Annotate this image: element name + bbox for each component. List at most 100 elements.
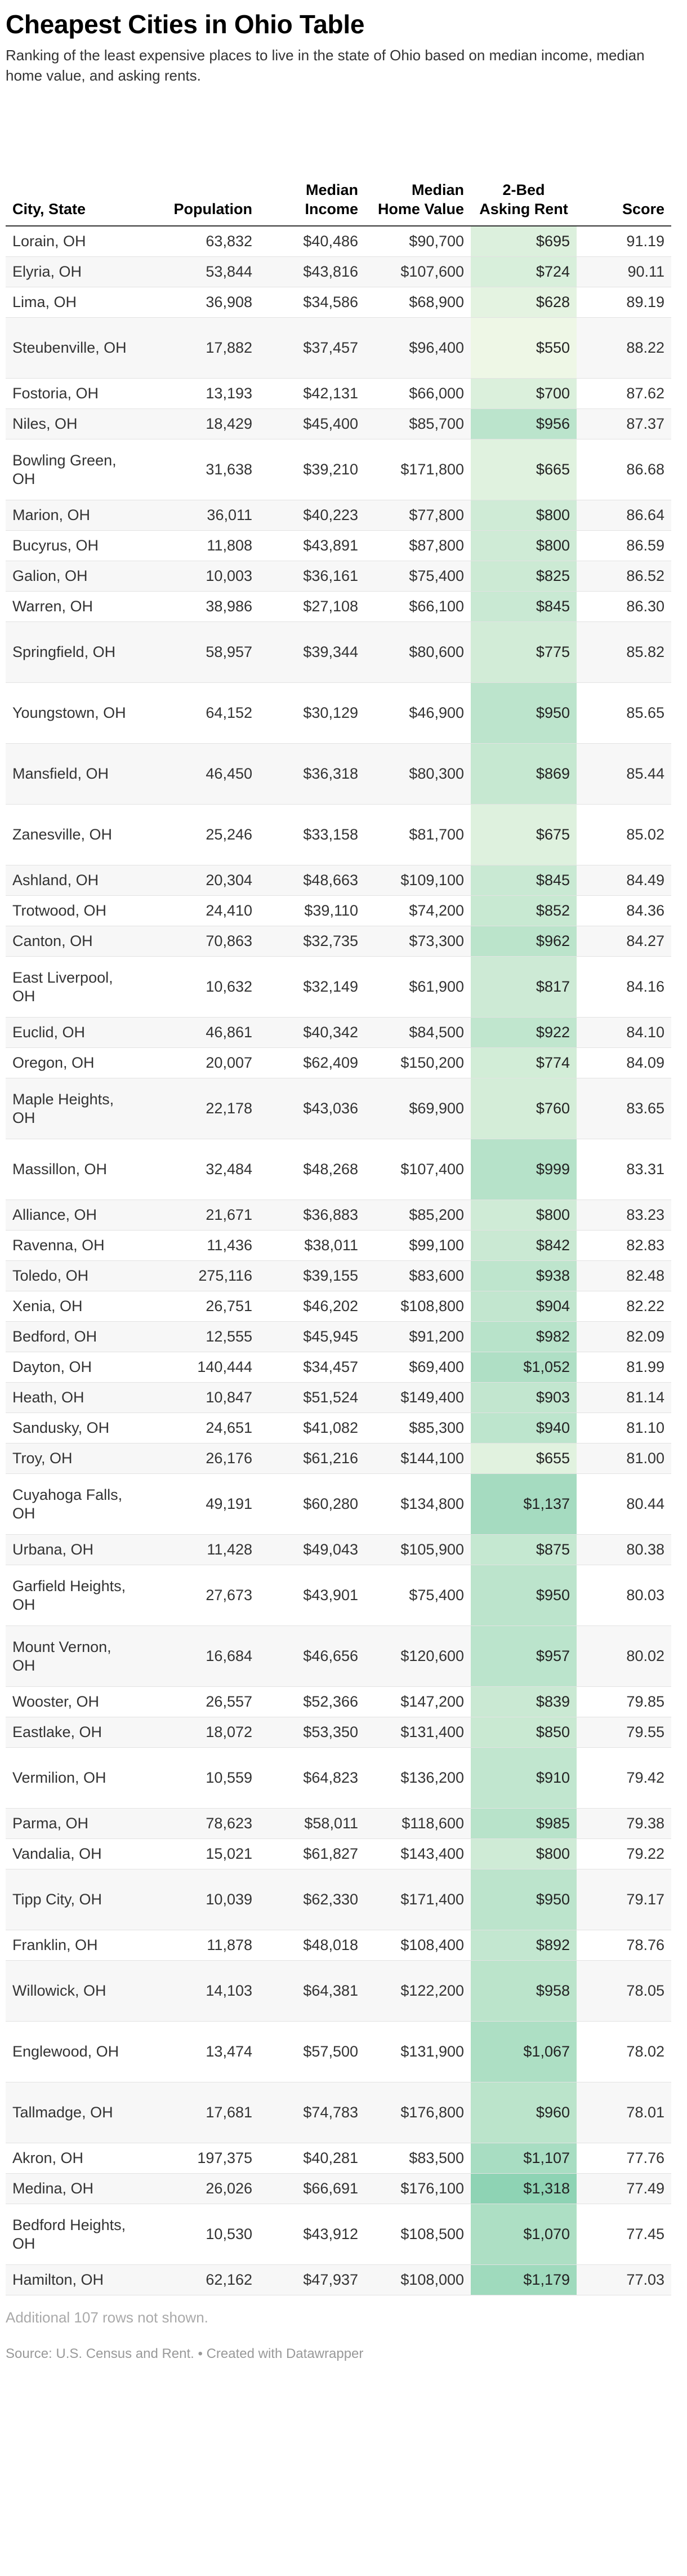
cell-population: 26,026 (144, 2173, 259, 2204)
table-row: Fostoria, OH 13,193 $42,131 $66,000 $700 87.6… (6, 378, 671, 409)
cell-median-income: $32,149 (259, 956, 365, 1018)
cell-population: 22,178 (144, 1078, 259, 1139)
cell-score: 80.38 (577, 1534, 671, 1565)
cell-asking-rent: $958 (471, 1960, 577, 2022)
cell-asking-rent: $950 (471, 1869, 577, 1930)
column-header-population[interactable]: Population (144, 119, 259, 226)
cell-median-home-value: $80,600 (365, 621, 471, 683)
cell-median-home-value: $143,400 (365, 1838, 471, 1869)
cell-asking-rent: $938 (471, 1260, 577, 1291)
cell-city: Troy, OH (6, 1443, 144, 1474)
cell-score: 78.05 (577, 1960, 671, 2022)
cell-median-income: $58,011 (259, 1808, 365, 1839)
cell-city: Mansfield, OH (6, 743, 144, 805)
rows-hidden-note: Additional 107 rows not shown. (6, 2309, 208, 2326)
cell-median-home-value: $108,500 (365, 2204, 471, 2265)
cell-median-home-value: $147,200 (365, 1686, 471, 1717)
cell-median-home-value: $85,200 (365, 1200, 471, 1231)
cell-asking-rent: $1,070 (471, 2204, 577, 2265)
source-line: Source: U.S. Census and Rent. • Created … (6, 2346, 364, 2361)
cell-city: Eastlake, OH (6, 1717, 144, 1748)
cell-median-home-value: $149,400 (365, 1382, 471, 1413)
table-row: Oregon, OH 20,007 $62,409 $150,200 $774 84.09 (6, 1047, 671, 1078)
table-row: Eastlake, OH 18,072 $53,350 $131,400 $850 79.… (6, 1717, 671, 1748)
cell-city: Bedford Heights, OH (6, 2204, 144, 2265)
cell-score: 84.09 (577, 1047, 671, 1078)
cell-score: 81.00 (577, 1443, 671, 1474)
cell-asking-rent: $700 (471, 378, 577, 409)
cell-city: Trotwood, OH (6, 895, 144, 926)
cell-population: 17,681 (144, 2082, 259, 2143)
cell-city: Englewood, OH (6, 2021, 144, 2082)
table-row: Vermilion, OH 10,559 $64,823 $136,200 $910 79… (6, 1747, 671, 1809)
cell-city: Garfield Heights, OH (6, 1565, 144, 1626)
table-row: Troy, OH 26,176 $61,216 $144,100 $655 81.00 (6, 1443, 671, 1474)
column-header-median-income[interactable]: Median Income (259, 119, 365, 226)
cell-asking-rent: $800 (471, 530, 577, 561)
cell-population: 275,116 (144, 1260, 259, 1291)
table-row: Bowling Green, OH 31,638 $39,210 $171,800 $6… (6, 439, 671, 500)
cell-median-income: $41,082 (259, 1413, 365, 1444)
table-row: Franklin, OH 11,878 $48,018 $108,400 $892 78.… (6, 1930, 671, 1961)
cell-median-home-value: $91,200 (365, 1321, 471, 1352)
cell-score: 86.52 (577, 561, 671, 592)
cell-population: 64,152 (144, 682, 259, 744)
column-header-median-home-value[interactable]: Median Home Value (365, 119, 471, 226)
cell-population: 18,429 (144, 408, 259, 439)
cell-median-home-value: $171,400 (365, 1869, 471, 1930)
cell-median-income: $36,318 (259, 743, 365, 805)
cell-score: 85.44 (577, 743, 671, 805)
cell-city: Sandusky, OH (6, 1413, 144, 1444)
cell-score: 82.83 (577, 1230, 671, 1261)
cell-city: Medina, OH (6, 2173, 144, 2204)
cell-population: 24,410 (144, 895, 259, 926)
cell-median-income: $45,945 (259, 1321, 365, 1352)
table-row: Bedford, OH 12,555 $45,945 $91,200 $982 82.09 (6, 1321, 671, 1352)
cell-median-income: $61,827 (259, 1838, 365, 1869)
cell-median-home-value: $84,500 (365, 1017, 471, 1048)
table-row: Lorain, OH 63,832 $40,486 $90,700 $695 91.19 (6, 226, 671, 257)
cell-asking-rent: $655 (471, 1443, 577, 1474)
cell-score: 80.44 (577, 1473, 671, 1535)
cell-median-home-value: $75,400 (365, 561, 471, 592)
cell-score: 79.17 (577, 1869, 671, 1930)
cell-score: 78.02 (577, 2021, 671, 2082)
cell-asking-rent: $800 (471, 1838, 577, 1869)
cell-asking-rent: $842 (471, 1230, 577, 1261)
cell-median-home-value: $107,600 (365, 256, 471, 287)
cell-population: 14,103 (144, 1960, 259, 2022)
cell-city: Fostoria, OH (6, 378, 144, 409)
chart-subtitle: Ranking of the least expensive places to… (6, 47, 645, 84)
cell-city: Bedford, OH (6, 1321, 144, 1352)
cell-median-income: $32,735 (259, 926, 365, 957)
cell-asking-rent: $760 (471, 1078, 577, 1139)
cell-asking-rent: $724 (471, 256, 577, 287)
cell-median-home-value: $109,100 (365, 865, 471, 896)
table-row: Hamilton, OH 62,162 $47,937 $108,000 $1,179 7… (6, 2264, 671, 2295)
table-row: Englewood, OH 13,474 $57,500 $131,900 $1,067… (6, 2021, 671, 2082)
column-header-asking-rent[interactable]: 2-Bed Asking Rent (471, 119, 577, 226)
cell-population: 20,304 (144, 865, 259, 896)
cell-city: Warren, OH (6, 591, 144, 622)
cell-median-income: $40,486 (259, 226, 365, 257)
cell-score: 85.65 (577, 682, 671, 744)
cell-population: 20,007 (144, 1047, 259, 1078)
cell-asking-rent: $1,179 (471, 2264, 577, 2295)
cell-population: 32,484 (144, 1139, 259, 1200)
table-row: Garfield Heights, OH 27,673 $43,901 $75,400… (6, 1565, 671, 1626)
column-header-city[interactable]: City, State (6, 119, 144, 226)
cell-population: 78,623 (144, 1808, 259, 1839)
data-table: City, State Population Median Income Med… (6, 119, 671, 2295)
cell-asking-rent: $869 (471, 743, 577, 805)
cell-city: Cuyahoga Falls, OH (6, 1473, 144, 1535)
cell-asking-rent: $904 (471, 1291, 577, 1322)
cell-median-home-value: $107,400 (365, 1139, 471, 1200)
cell-asking-rent: $957 (471, 1625, 577, 1687)
table-row: Bucyrus, OH 11,808 $43,891 $87,800 $800 86.59 (6, 530, 671, 561)
cell-median-income: $42,131 (259, 378, 365, 409)
cell-median-home-value: $74,200 (365, 895, 471, 926)
cell-city: Wooster, OH (6, 1686, 144, 1717)
cell-asking-rent: $850 (471, 1717, 577, 1748)
column-header-score[interactable]: Score (577, 119, 671, 226)
cell-asking-rent: $892 (471, 1930, 577, 1961)
